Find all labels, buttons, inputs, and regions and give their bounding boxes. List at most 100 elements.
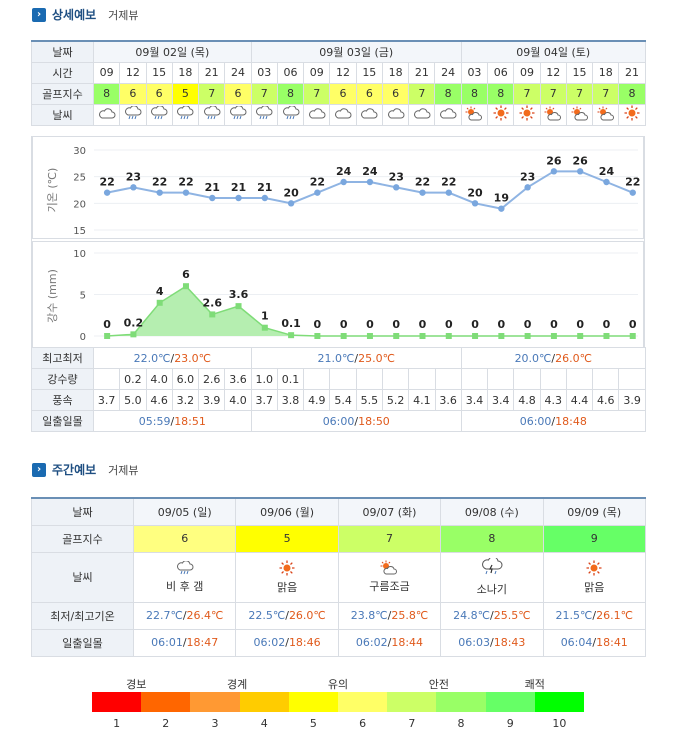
golf-label: 골프지수 bbox=[31, 82, 94, 105]
sun-cell: 06:00/18:48 bbox=[460, 410, 646, 432]
sun-label: 일출일몰 bbox=[31, 410, 94, 432]
weekly-day-header: 09/09 (목) bbox=[542, 497, 646, 526]
weekly-day-header: 09/05 (일) bbox=[132, 497, 237, 526]
temp-data-label: 24 bbox=[336, 165, 352, 178]
temp-point bbox=[209, 194, 216, 202]
wind-cell: 4.3 bbox=[539, 389, 567, 411]
wind-cell: 4.1 bbox=[408, 389, 436, 411]
temp-data-label: 26 bbox=[573, 154, 589, 167]
rain-amount-cell bbox=[92, 368, 121, 390]
weekly-weather-text: 맑음 bbox=[276, 580, 298, 594]
rain-amount-cell bbox=[565, 368, 594, 390]
weather-cell bbox=[592, 103, 620, 126]
time-cell: 12 bbox=[329, 61, 357, 84]
wind-cell: 4.4 bbox=[565, 389, 594, 411]
weekly-weather-text: 소나기 bbox=[476, 582, 508, 596]
legend-swatch bbox=[141, 692, 191, 712]
legend-level-label: 경계 bbox=[227, 678, 248, 691]
rain-data-label: 1 bbox=[261, 310, 269, 323]
legend-level-label: 안전 bbox=[428, 678, 449, 691]
rain-data-label: 0 bbox=[550, 318, 558, 331]
weekly-section-header: › 주간예보 거제뷰 bbox=[32, 461, 139, 478]
time-cell: 03 bbox=[250, 61, 278, 84]
weather-cell bbox=[487, 103, 515, 126]
rain-point bbox=[577, 333, 584, 339]
rain-point bbox=[235, 303, 242, 310]
golf-index-cell: 8 bbox=[487, 82, 515, 105]
temp-point bbox=[314, 189, 321, 196]
legend-swatch bbox=[387, 692, 437, 712]
temp-data-label: 23 bbox=[389, 170, 404, 183]
golf-index-cell: 6 bbox=[224, 82, 252, 105]
legend-color-bar bbox=[92, 692, 585, 712]
temp-tick-label: 15 bbox=[73, 226, 86, 237]
weather-cell bbox=[381, 103, 410, 126]
golf-index-cell: 8 bbox=[618, 82, 646, 105]
weekly-weather-text: 비 후 갬 bbox=[166, 579, 204, 593]
temp-point bbox=[393, 184, 400, 191]
temp-data-label: 24 bbox=[362, 165, 378, 178]
golf-index-cell: 7 bbox=[592, 82, 620, 105]
weekly-sun-cell: 06:02/18:44 bbox=[337, 628, 442, 657]
section-arrow-icon: › bbox=[32, 462, 46, 477]
weather-cell bbox=[565, 103, 594, 126]
time-cell: 15 bbox=[355, 61, 383, 84]
legend-number: 7 bbox=[408, 717, 416, 730]
rain-point bbox=[314, 333, 321, 339]
weekly-sun-cell: 06:03/18:43 bbox=[440, 628, 544, 657]
wind-cell: 3.7 bbox=[92, 389, 121, 411]
weekly-temp-cell: 22.7℃/26.4℃ bbox=[132, 601, 237, 630]
weather-label: 날씨 bbox=[31, 103, 94, 126]
day-header: 09월 04일 (토) bbox=[460, 40, 646, 63]
temp-point bbox=[340, 178, 347, 186]
time-cell: 24 bbox=[224, 61, 252, 84]
temp-point bbox=[156, 189, 163, 196]
temp-tick-label: 20 bbox=[73, 199, 86, 210]
golf-index-cell: 6 bbox=[119, 82, 147, 105]
temp-data-label: 22 bbox=[625, 176, 640, 189]
wind-cell: 3.7 bbox=[250, 389, 278, 411]
golf-index-cell: 7 bbox=[250, 82, 278, 105]
wind-cell: 4.8 bbox=[513, 389, 541, 411]
rain-tick-label: 5 bbox=[80, 291, 86, 302]
wind-cell: 3.9 bbox=[618, 389, 646, 411]
golf-index-cell: 7 bbox=[539, 82, 567, 105]
temp-data-label: 23 bbox=[126, 170, 141, 183]
wind-cell: 5.2 bbox=[381, 389, 410, 411]
temp-data-label: 22 bbox=[415, 176, 430, 189]
sun-icon bbox=[236, 560, 337, 579]
legend-level-label: 쾌적 bbox=[524, 678, 545, 691]
rain-data-label: 0 bbox=[103, 318, 111, 331]
weekly-weather-label: 날씨 bbox=[31, 551, 134, 603]
sun-row: 일출일몰 05:59/18:51 06:00/18:50 06:00/18:48 bbox=[31, 410, 646, 432]
legend-number: 9 bbox=[506, 717, 514, 730]
temp-point bbox=[261, 194, 269, 202]
time-cell: 15 bbox=[565, 61, 594, 84]
weekly-temp-label: 최저/최고기온 bbox=[31, 601, 134, 630]
rain-data-label: 0 bbox=[366, 318, 374, 331]
rain-row: 강수량 0.2 4.0 6.0 2.6 3.6 1.0 0.1 bbox=[31, 368, 646, 390]
time-cell: 18 bbox=[592, 61, 620, 84]
rain-data-label: 6 bbox=[182, 268, 190, 281]
detail-table-bottom: 최고최저 22.0℃/23.0℃ 21.0℃/25.0℃ 20.0℃/26.0℃… bbox=[31, 347, 646, 432]
weekly-weather-text: 맑음 bbox=[584, 580, 605, 594]
wind-cell: 5.0 bbox=[119, 389, 147, 411]
weather-cell bbox=[408, 103, 436, 126]
wind-cell: 3.8 bbox=[276, 389, 305, 411]
golf-index-cell: 7 bbox=[198, 82, 226, 105]
legend-swatch bbox=[485, 692, 535, 712]
weekly-weather-cell: 맑음 bbox=[542, 551, 646, 603]
rain-data-label: 2.6 bbox=[203, 296, 223, 309]
temp-panel-frame bbox=[32, 136, 644, 239]
legend-swatch bbox=[288, 692, 339, 712]
temp-data-label: 26 bbox=[546, 154, 562, 167]
rain-point bbox=[472, 333, 479, 339]
temp-tick-label: 30 bbox=[73, 146, 86, 157]
temp-data-label: 22 bbox=[310, 176, 325, 189]
suncloud-icon bbox=[465, 106, 483, 124]
temp-point bbox=[419, 189, 426, 196]
cloud-icon bbox=[439, 108, 457, 123]
temp-data-label: 22 bbox=[178, 176, 193, 189]
weekly-source: 거제뷰 bbox=[108, 463, 139, 477]
rain-point bbox=[156, 299, 163, 306]
